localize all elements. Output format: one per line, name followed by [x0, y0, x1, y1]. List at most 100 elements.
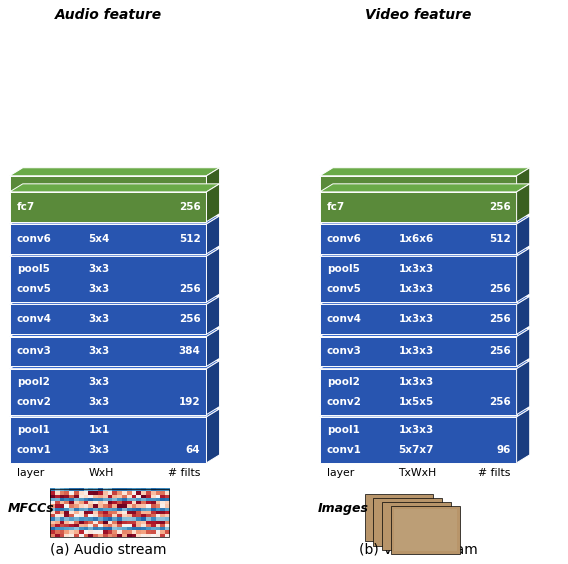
Text: 5x4: 5x4 — [89, 234, 110, 244]
FancyBboxPatch shape — [365, 495, 433, 541]
Polygon shape — [10, 256, 206, 302]
Polygon shape — [517, 409, 530, 463]
Text: 3x3: 3x3 — [89, 377, 110, 386]
Text: TxWxH: TxWxH — [399, 468, 437, 478]
Text: 256: 256 — [179, 314, 201, 324]
Text: conv1: conv1 — [17, 445, 52, 455]
Text: 256: 256 — [489, 396, 511, 407]
Text: conv5: conv5 — [17, 284, 52, 294]
Text: 1x3x3: 1x3x3 — [399, 425, 434, 435]
Text: 1x3x3: 1x3x3 — [399, 284, 434, 294]
Text: Video feature: Video feature — [365, 8, 471, 22]
Text: 256: 256 — [179, 202, 201, 212]
Text: Images: Images — [318, 503, 369, 515]
Text: layer: layer — [17, 468, 44, 478]
Polygon shape — [320, 184, 530, 192]
Text: 1x3x3: 1x3x3 — [399, 264, 434, 274]
Text: 5x7x7: 5x7x7 — [399, 445, 434, 455]
Polygon shape — [206, 216, 220, 254]
Text: MFCCs: MFCCs — [8, 503, 55, 515]
Polygon shape — [206, 360, 220, 415]
Text: Audio feature: Audio feature — [55, 8, 162, 22]
Text: pool1: pool1 — [17, 425, 49, 435]
Polygon shape — [10, 360, 220, 369]
Text: 1x6x6: 1x6x6 — [399, 234, 434, 244]
Text: 3x3: 3x3 — [89, 264, 110, 274]
Text: # filts: # filts — [478, 468, 511, 478]
Polygon shape — [517, 168, 530, 192]
Bar — [394, 509, 457, 550]
Text: (b) Visual stream: (b) Visual stream — [359, 543, 478, 557]
Text: conv3: conv3 — [327, 346, 362, 356]
Text: layer: layer — [327, 468, 354, 478]
Polygon shape — [517, 184, 530, 222]
Text: 256: 256 — [489, 202, 511, 212]
Polygon shape — [10, 184, 220, 192]
FancyBboxPatch shape — [374, 499, 442, 545]
Text: 3x3: 3x3 — [89, 314, 110, 324]
Text: (a) Audio stream: (a) Audio stream — [50, 543, 166, 557]
Text: conv3: conv3 — [17, 346, 52, 356]
Text: 1x3x3: 1x3x3 — [399, 377, 434, 386]
Polygon shape — [206, 409, 220, 463]
Polygon shape — [10, 192, 206, 222]
Text: conv6: conv6 — [17, 234, 52, 244]
Polygon shape — [320, 296, 530, 305]
Bar — [49, 488, 169, 537]
Polygon shape — [206, 184, 220, 222]
Polygon shape — [320, 305, 517, 334]
Polygon shape — [206, 296, 220, 334]
Polygon shape — [320, 369, 517, 415]
Polygon shape — [517, 296, 530, 334]
Text: 256: 256 — [179, 284, 201, 294]
Text: 1x3x3: 1x3x3 — [399, 314, 434, 324]
Polygon shape — [10, 417, 206, 463]
Text: fc7: fc7 — [17, 202, 35, 212]
Polygon shape — [517, 248, 530, 302]
Polygon shape — [517, 360, 530, 415]
Polygon shape — [10, 328, 220, 337]
Text: 256: 256 — [489, 346, 511, 356]
Polygon shape — [206, 248, 220, 302]
Polygon shape — [10, 369, 206, 415]
Polygon shape — [320, 168, 530, 176]
Text: fc7: fc7 — [327, 202, 345, 212]
FancyBboxPatch shape — [391, 506, 460, 553]
Polygon shape — [10, 216, 220, 224]
Polygon shape — [320, 328, 530, 337]
Polygon shape — [320, 176, 517, 192]
Text: conv4: conv4 — [327, 314, 362, 324]
Text: 512: 512 — [179, 234, 201, 244]
Text: 3x3: 3x3 — [89, 396, 110, 407]
Text: 1x5x5: 1x5x5 — [399, 396, 434, 407]
Polygon shape — [10, 296, 220, 305]
Polygon shape — [10, 409, 220, 417]
Polygon shape — [320, 256, 517, 302]
Text: pool5: pool5 — [17, 264, 49, 274]
Polygon shape — [320, 337, 517, 367]
Text: 1x3x3: 1x3x3 — [399, 346, 434, 356]
Text: conv2: conv2 — [327, 396, 362, 407]
Text: pool5: pool5 — [327, 264, 360, 274]
Text: 3x3: 3x3 — [89, 445, 110, 455]
Text: # filts: # filts — [168, 468, 201, 478]
Polygon shape — [10, 305, 206, 334]
Polygon shape — [10, 224, 206, 254]
Text: pool2: pool2 — [17, 377, 49, 386]
Polygon shape — [10, 168, 220, 176]
Text: 512: 512 — [489, 234, 511, 244]
Polygon shape — [320, 216, 530, 224]
Text: conv4: conv4 — [17, 314, 52, 324]
Polygon shape — [10, 176, 206, 192]
Text: 384: 384 — [178, 346, 201, 356]
Text: 3x3: 3x3 — [89, 284, 110, 294]
Polygon shape — [10, 337, 206, 367]
Text: conv2: conv2 — [17, 396, 52, 407]
Text: 256: 256 — [489, 284, 511, 294]
Text: pool2: pool2 — [327, 377, 360, 386]
Polygon shape — [320, 360, 530, 369]
Text: 256: 256 — [489, 314, 511, 324]
Text: 64: 64 — [186, 445, 201, 455]
Polygon shape — [320, 409, 530, 417]
Text: pool1: pool1 — [327, 425, 360, 435]
